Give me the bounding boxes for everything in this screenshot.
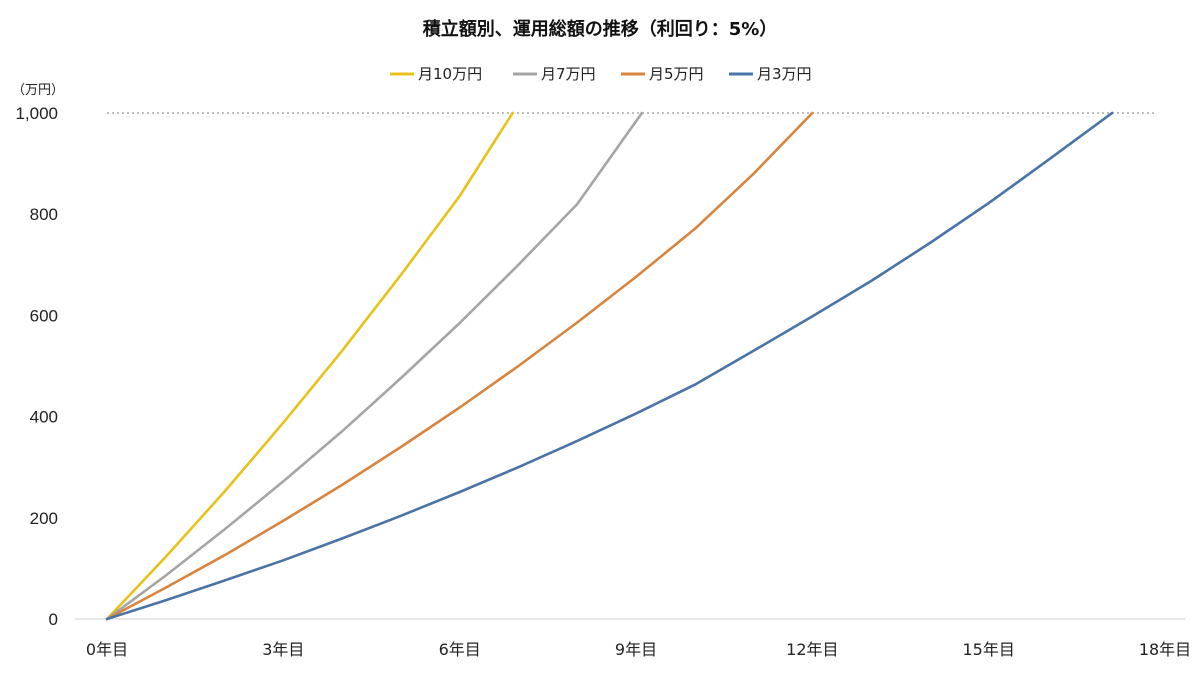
y-tick-label: 600 [30, 306, 58, 325]
legend-label: 月7万円 [541, 65, 596, 83]
series-line-4 [105, 111, 1114, 621]
legend-item-3: 月5万円 [621, 65, 704, 83]
chart-title: 積立額別、運用総額の推移（利回り：5%） [422, 18, 778, 40]
x-tick-label: 12年目 [786, 640, 838, 659]
x-tick-label: 9年目 [615, 640, 657, 659]
series-line-2 [105, 111, 644, 621]
y-tick-label: 200 [30, 509, 58, 528]
legend-label: 月10万円 [418, 65, 482, 83]
legend-item-1: 月10万円 [390, 65, 482, 83]
y-tick-label: 800 [30, 205, 58, 224]
y-axis-ticks: 0 200 400 600 800 1,000 [15, 104, 58, 629]
x-axis-ticks: 0年目 3年目 6年目 9年目 12年目 15年目 18年目 [86, 640, 1191, 659]
x-tick-label: 3年目 [262, 640, 304, 659]
y-tick-label: 400 [30, 408, 58, 427]
legend-item-4: 月3万円 [729, 65, 812, 83]
legend-label: 月5万円 [649, 65, 704, 83]
series-line-3 [105, 111, 814, 621]
x-tick-label: 18年目 [1139, 640, 1191, 659]
y-tick-label: 1,000 [15, 104, 58, 123]
x-tick-label: 0年目 [86, 640, 128, 659]
legend: 月10万円 月7万円 月5万円 月3万円 [390, 65, 812, 83]
legend-label: 月3万円 [757, 65, 812, 83]
legend-item-2: 月7万円 [513, 65, 596, 83]
x-tick-label: 15年目 [962, 640, 1014, 659]
y-axis-unit: （万円） [12, 83, 64, 98]
x-tick-label: 6年目 [439, 640, 481, 659]
y-tick-label: 0 [49, 610, 58, 629]
series-line-1 [105, 111, 514, 621]
series-lines [105, 111, 1114, 621]
